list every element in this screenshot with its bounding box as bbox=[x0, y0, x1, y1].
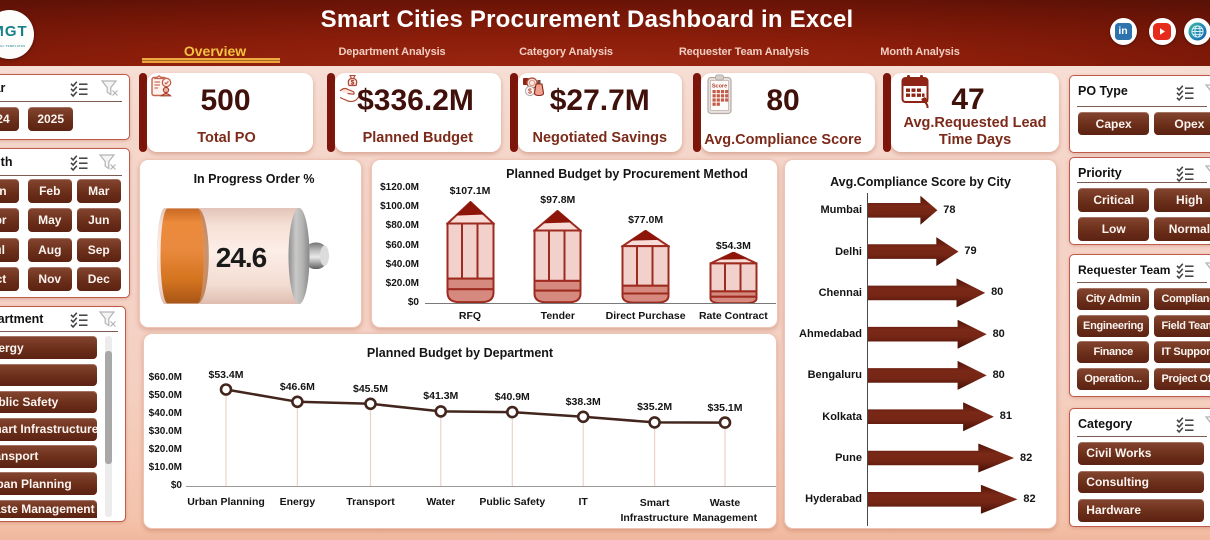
svg-text:$: $ bbox=[528, 89, 532, 96]
svg-text:24.6: 24.6 bbox=[216, 242, 267, 273]
svg-text:Score: Score bbox=[712, 84, 727, 90]
svg-text:$: $ bbox=[351, 80, 355, 87]
